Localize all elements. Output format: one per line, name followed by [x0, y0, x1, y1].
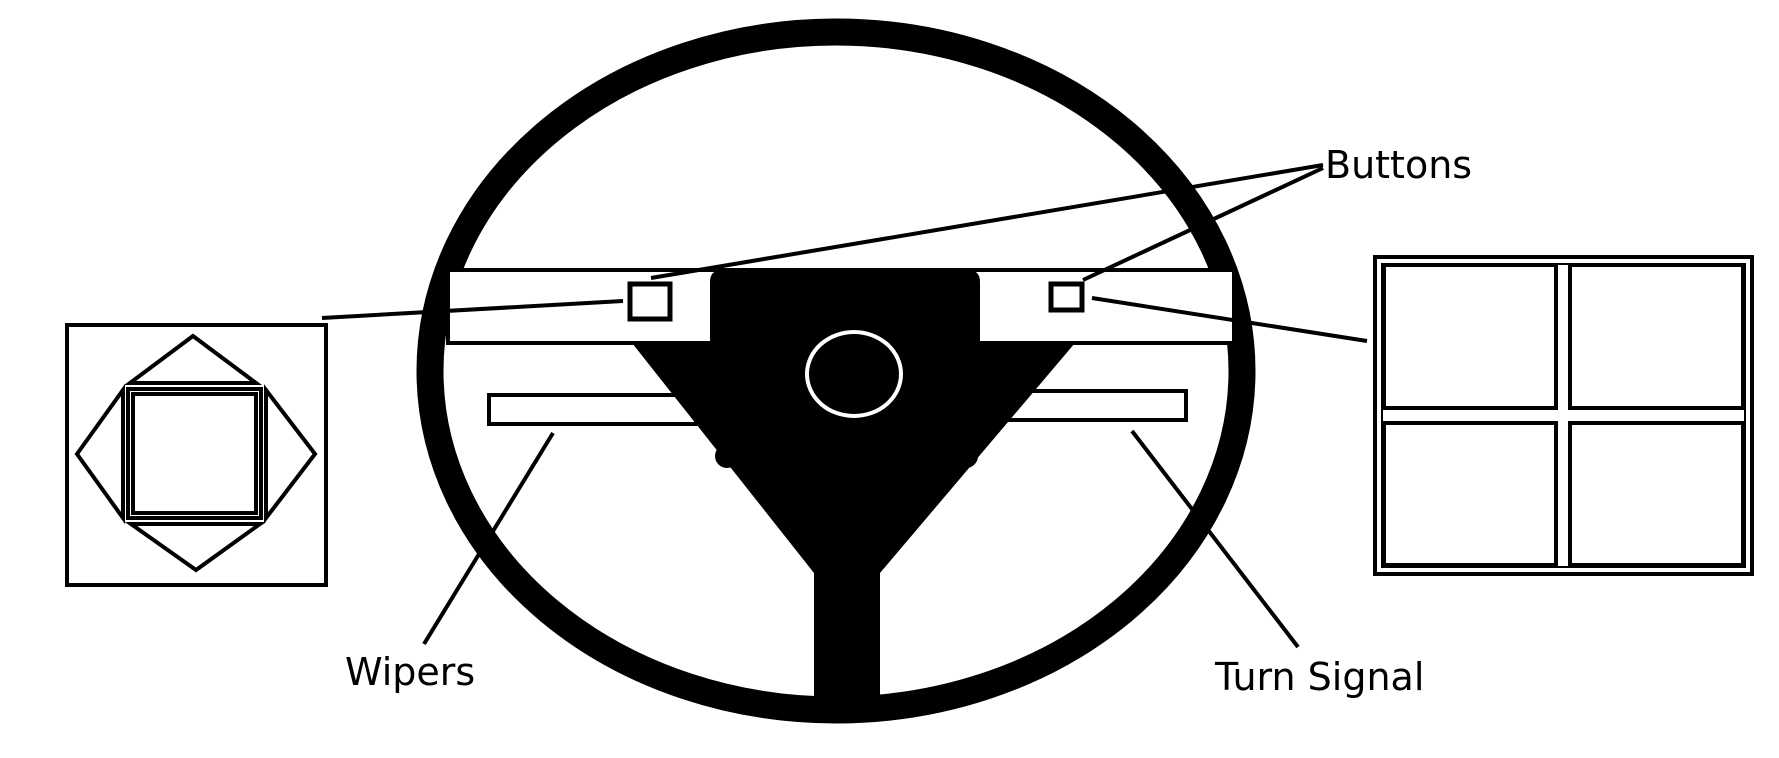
wipers-leader: [422, 431, 555, 646]
right-pad-leader: [1091, 296, 1368, 343]
buttons-leader-left: [650, 163, 1324, 280]
buttons-label: Buttons: [1325, 143, 1472, 187]
left-pad-leader: [321, 299, 624, 320]
dpad-frame: [65, 323, 328, 587]
button-grid: [1373, 255, 1754, 576]
dpad-left-triangle: [74, 383, 125, 525]
directional-pad: [65, 323, 328, 587]
dpad-down-triangle: [124, 522, 267, 573]
grid-cell-bottom-left: [1382, 421, 1558, 567]
turn-signal-label: Turn Signal: [1214, 655, 1424, 699]
left-wheel-button: [627, 281, 673, 322]
dpad-center-inner: [131, 392, 258, 515]
wheel-rim: [416, 18, 1256, 724]
hub-nub-left: [715, 444, 739, 468]
grid-frame-inner: [1381, 263, 1746, 568]
dpad-right-triangle: [264, 384, 318, 524]
dpad-up-triangle: [123, 333, 263, 385]
grid-cell-top-right: [1568, 263, 1745, 410]
right-wheel-button: [1048, 281, 1085, 313]
wipers-label: Wipers: [345, 650, 475, 694]
grid-frame-outer: [1373, 255, 1754, 576]
turn-signal-leader: [1130, 429, 1300, 649]
grid-cell-bottom-right: [1568, 421, 1745, 567]
horn-circle: [805, 330, 903, 418]
dpad-center-square: [126, 387, 263, 520]
hub-nub-right: [954, 444, 978, 468]
wheel-hub: [632, 270, 1075, 700]
grid-cell-top-left: [1382, 263, 1558, 410]
buttons-leader-right: [1082, 166, 1324, 282]
